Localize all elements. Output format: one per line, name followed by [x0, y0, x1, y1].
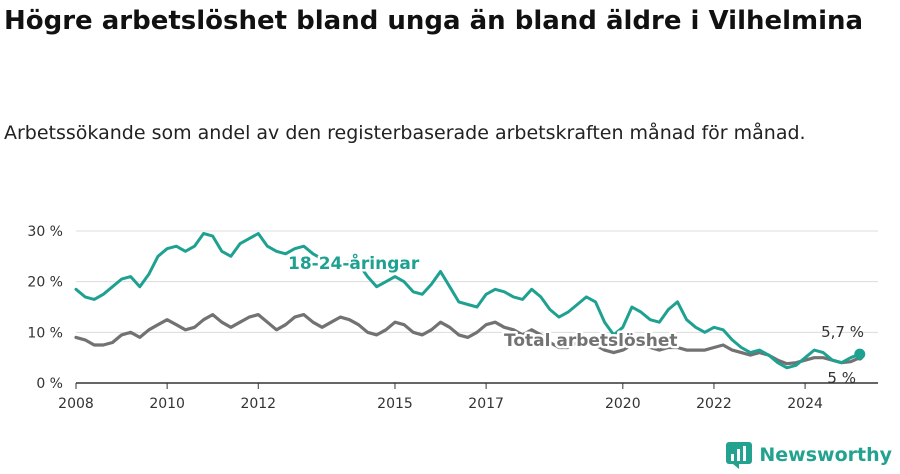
x-tick-label: 2015: [377, 396, 413, 412]
logo-chart-icon: [726, 442, 753, 469]
x-tick-label: 2008: [58, 396, 94, 412]
x-tick-label: 2020: [605, 396, 641, 412]
y-tick-label: 10 %: [27, 325, 63, 341]
x-tick-label: 2024: [787, 396, 823, 412]
end-label-total: 5 %: [827, 369, 856, 387]
end-label-young: 5,7 %: [821, 323, 864, 341]
x-tick-label: 2012: [240, 396, 276, 412]
end-point-young: [854, 348, 866, 360]
series-lines: [74, 232, 866, 370]
x-tick-label: 2022: [696, 396, 732, 412]
newsworthy-logo: Newsworthy: [725, 440, 892, 470]
brand-name: Newsworthy: [759, 444, 892, 466]
y-tick-label: 30 %: [27, 224, 63, 240]
x-tick-label: 2017: [468, 396, 504, 412]
series-label-total: Total arbetslöshet: [504, 331, 678, 351]
series-line-total: [74, 313, 862, 366]
chart-title: Högre arbetslöshet bland unga än bland ä…: [4, 6, 864, 36]
x-tick-label: 2010: [149, 396, 185, 412]
axis-ticks: 0 % 10 % 20 % 30 % 2008 2010 2012 2015 2017 2020 2…: [27, 224, 823, 412]
y-tick-label: 0 %: [36, 376, 63, 392]
series-label-young: 18-24-åringar: [288, 252, 420, 274]
series-line-young: [74, 232, 862, 370]
chart-subtitle: Arbetssökande som andel av den registerb…: [4, 122, 806, 144]
y-tick-label: 20 %: [27, 275, 63, 291]
